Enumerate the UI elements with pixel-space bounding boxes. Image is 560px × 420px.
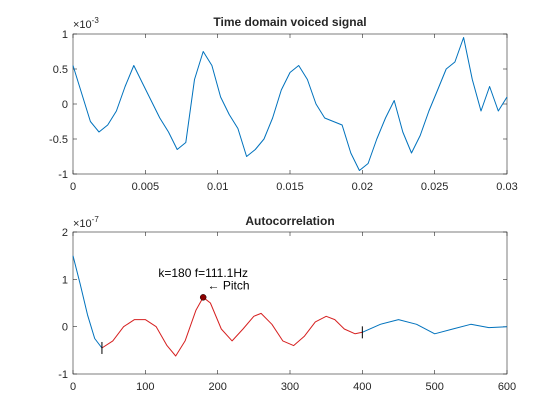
x-tick-label: 200 — [208, 381, 226, 393]
series-line-0 — [72, 255, 103, 349]
autocorrelation-series — [72, 255, 508, 357]
y-tick-label: 2 — [62, 227, 68, 239]
pitch-peak-marker — [199, 294, 207, 301]
autocorrelation-plot-box — [72, 231, 508, 375]
signal-y-exponent: ×10-3 — [73, 16, 99, 31]
x-tick-label: 600 — [498, 381, 516, 393]
y-tick-label: 0 — [62, 99, 68, 111]
peak-label: k=180 f=111.1Hz — [158, 266, 248, 280]
signal-ticks: 0 0.005 0.01 0.015 0.02 0.025 0.03 1 0.5 0 -0.5 -1 — [49, 29, 518, 193]
x-tick-label: 0.015 — [276, 181, 304, 193]
signal-chart-title: Time domain voiced signal — [213, 15, 366, 29]
x-tick-label: 0.005 — [132, 181, 160, 193]
y-tick-label: -1 — [58, 169, 68, 181]
y-tick-label: 1 — [62, 274, 68, 286]
x-tick-label: 0.03 — [496, 181, 517, 193]
y-tick-label: -1 — [58, 369, 68, 381]
x-tick-label: 0.025 — [421, 181, 449, 193]
autocorrelation-annotations: k=180 f=111.1Hz← Pitch — [101, 266, 363, 354]
y-tick-label: 0 — [62, 322, 68, 334]
autocorrelation-y-exponent: ×10-7 — [73, 215, 99, 230]
autocorrelation-chart: Autocorrelation ×10-7 0 100 200 300 400 500 60… — [58, 214, 516, 393]
y-tick-label: 1 — [62, 29, 68, 41]
signal-plot-box — [72, 33, 508, 175]
y-tick-label: -0.5 — [49, 134, 68, 146]
y-tick-label: 0.5 — [53, 64, 68, 76]
signal-chart: Time domain voiced signal ×10-3 0 0.005 0.… — [49, 15, 518, 193]
series-line-2 — [362, 319, 508, 335]
x-tick-label: 0 — [70, 381, 76, 393]
x-tick-label: 500 — [425, 381, 443, 393]
signal-series — [72, 37, 508, 171]
x-tick-label: 100 — [136, 381, 154, 393]
series-line-1 — [101, 296, 363, 357]
pitch-label: ← Pitch — [208, 279, 250, 293]
x-tick-label: 0.02 — [352, 181, 373, 193]
series-line-0 — [72, 37, 508, 171]
x-tick-label: 400 — [353, 381, 371, 393]
x-tick-label: 0 — [70, 181, 76, 193]
x-tick-label: 0.01 — [207, 181, 228, 193]
x-tick-label: 300 — [281, 381, 299, 393]
autocorrelation-chart-title: Autocorrelation — [245, 214, 334, 228]
